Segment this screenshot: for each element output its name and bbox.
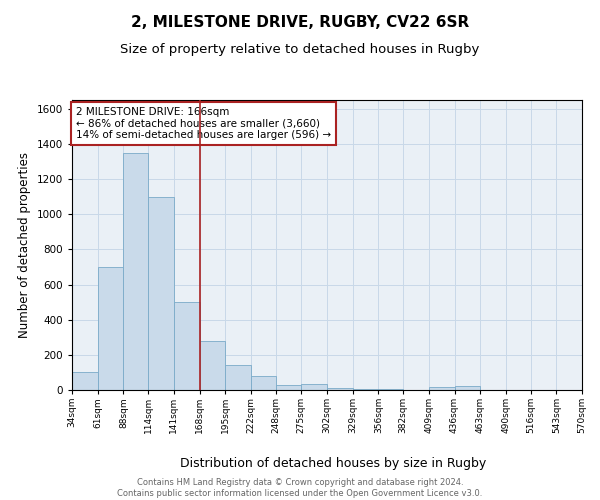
- Bar: [174, 302, 199, 390]
- Bar: [72, 372, 98, 390]
- Text: 2 MILESTONE DRIVE: 166sqm
← 86% of detached houses are smaller (3,660)
14% of se: 2 MILESTONE DRIVE: 166sqm ← 86% of detac…: [76, 107, 331, 140]
- Bar: [124, 152, 148, 390]
- Y-axis label: Number of detached properties: Number of detached properties: [18, 152, 31, 338]
- Bar: [98, 267, 124, 390]
- Bar: [429, 388, 455, 390]
- Text: Distribution of detached houses by size in Rugby: Distribution of detached houses by size …: [180, 458, 486, 470]
- Bar: [148, 196, 174, 390]
- Text: 2, MILESTONE DRIVE, RUGBY, CV22 6SR: 2, MILESTONE DRIVE, RUGBY, CV22 6SR: [131, 15, 469, 30]
- Text: Contains HM Land Registry data © Crown copyright and database right 2024.
Contai: Contains HM Land Registry data © Crown c…: [118, 478, 482, 498]
- Bar: [455, 386, 480, 390]
- Text: Size of property relative to detached houses in Rugby: Size of property relative to detached ho…: [121, 42, 479, 56]
- Bar: [251, 376, 275, 390]
- Bar: [199, 341, 225, 390]
- Bar: [353, 389, 379, 390]
- Bar: [275, 384, 301, 390]
- Bar: [225, 366, 251, 390]
- Bar: [327, 388, 353, 390]
- Bar: [301, 384, 327, 390]
